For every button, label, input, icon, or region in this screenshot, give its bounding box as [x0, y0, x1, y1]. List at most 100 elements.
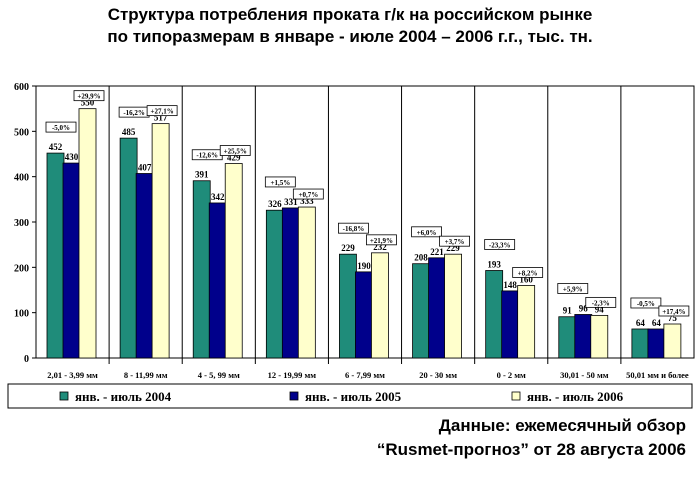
- change-label: +25,5%: [224, 148, 247, 156]
- change-box: [292, 188, 324, 200]
- bar-value-label: 160: [519, 274, 533, 284]
- bar: [371, 252, 389, 359]
- change-box: [585, 296, 617, 308]
- change-label: +6,0%: [417, 229, 437, 237]
- bar: [485, 270, 504, 359]
- legend-swatch: [59, 391, 69, 401]
- y-tick-label: 400: [14, 173, 29, 184]
- bar: [444, 253, 462, 359]
- legend-label: янв. - июль 2005: [305, 389, 402, 404]
- bar-value-label: 429: [227, 153, 241, 163]
- bar-value-label: 229: [341, 243, 355, 253]
- bar: [339, 253, 357, 359]
- change-label: -16,8%: [343, 225, 365, 233]
- change-box: [512, 267, 544, 278]
- bar-value-label: 64: [652, 318, 662, 328]
- legend-label: янв. - июль 2006: [527, 389, 624, 404]
- y-tick-label: 500: [14, 127, 29, 138]
- bar-value-label: 452: [49, 142, 63, 152]
- change-label: +29,9%: [77, 93, 100, 101]
- change-box: [146, 105, 178, 117]
- bar-value-label: 407: [138, 162, 152, 172]
- bar-value-label: 430: [65, 152, 79, 162]
- x-tick-label: 20 - 30 мм: [419, 370, 457, 380]
- change-label: -0,5%: [637, 300, 655, 308]
- bar-value-label: 232: [373, 242, 387, 252]
- x-tick-label: 12 - 19,99 мм: [268, 370, 317, 380]
- y-tick-label: 300: [14, 218, 29, 229]
- x-tick-label: 30,01 - 50 мм: [560, 370, 609, 380]
- legend-swatch: [289, 391, 299, 401]
- bar-value-label: 193: [487, 260, 501, 270]
- legend-swatch: [511, 391, 521, 401]
- change-label: +17,4%: [662, 308, 685, 316]
- bar-value-label: 75: [668, 313, 678, 323]
- change-label: +21,9%: [370, 237, 393, 245]
- bar: [647, 328, 666, 359]
- change-box: [73, 90, 105, 102]
- x-tick-label: 2,01 - 3,99 мм: [47, 370, 98, 380]
- bar: [501, 290, 520, 359]
- bar-value-label: 391: [195, 170, 209, 180]
- x-tick-label: 50,01 мм и более: [626, 370, 689, 380]
- bar-value-label: 208: [414, 253, 428, 263]
- bar-value-label: 331: [284, 197, 298, 207]
- y-tick-label: 100: [14, 309, 29, 320]
- change-label: -16,2%: [123, 109, 145, 117]
- bar: [428, 257, 446, 359]
- bar: [297, 206, 316, 359]
- chart-title: Структура потребления проката г/к на рос…: [0, 4, 700, 48]
- change-box: [338, 222, 369, 234]
- bar: [265, 209, 284, 359]
- change-box: [557, 283, 589, 294]
- x-tick-label: 0 - 2 мм: [497, 370, 526, 380]
- bar-value-label: 64: [636, 318, 646, 328]
- change-label: +3,7%: [445, 238, 465, 246]
- source-line-1: Данные: ежемесячный обзор: [438, 416, 686, 435]
- change-label: +5,9%: [563, 285, 583, 293]
- bar: [663, 323, 682, 359]
- bar-value-label: 190: [357, 261, 371, 271]
- bar: [631, 328, 650, 359]
- bar: [590, 314, 609, 359]
- title-line-2: по типоразмерам в январе - июле 2004 – 2…: [107, 27, 593, 46]
- bar-value-label: 94: [595, 304, 605, 314]
- bar: [574, 314, 593, 359]
- change-box: [45, 121, 77, 133]
- change-box: [630, 297, 662, 309]
- bar-value-label: 91: [563, 306, 573, 316]
- title-line-1: Структура потребления проката г/к на рос…: [107, 5, 593, 24]
- x-tick-label: 8 - 11,99 мм: [124, 370, 168, 380]
- bar: [62, 162, 81, 359]
- bar: [192, 180, 211, 359]
- change-box: [411, 226, 442, 238]
- bar-value-label: 221: [430, 247, 444, 257]
- legend-label: янв. - июль 2004: [75, 389, 172, 404]
- source-line-2: “Rusmet-прогноз” от 28 августа 2006: [376, 440, 686, 459]
- bar-value-label: 326: [268, 199, 282, 209]
- change-box: [219, 145, 251, 156]
- change-box: [439, 235, 470, 247]
- bar: [412, 263, 430, 359]
- bar: [355, 271, 373, 359]
- change-label: +8,2%: [518, 269, 538, 277]
- legend-box: [7, 383, 693, 409]
- bar: [517, 285, 536, 359]
- change-label: +0,7%: [298, 191, 318, 199]
- bar-value-label: 485: [122, 127, 136, 137]
- bar-value-label: 342: [211, 192, 225, 202]
- bar: [135, 173, 154, 359]
- bar: [78, 108, 97, 359]
- bar-value-label: 517: [154, 113, 168, 123]
- bar-value-label: 148: [503, 280, 517, 290]
- y-tick-label: 200: [14, 263, 29, 274]
- bar: [119, 137, 138, 359]
- bar-value-label: 333: [300, 196, 314, 206]
- x-tick-label: 4 - 5, 99 мм: [198, 370, 240, 380]
- bar: [46, 152, 65, 359]
- bar: [558, 316, 577, 359]
- change-label: -23,3%: [489, 242, 511, 250]
- change-box: [264, 176, 296, 188]
- change-box: [366, 234, 397, 246]
- change-box: [658, 305, 690, 317]
